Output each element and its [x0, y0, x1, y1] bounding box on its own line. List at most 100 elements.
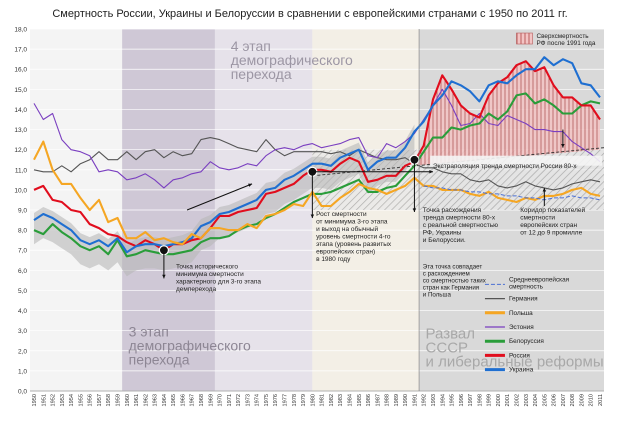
x-tick-label: 2001	[505, 394, 511, 406]
y-tick-label: 4,0	[18, 308, 27, 315]
x-tick-label: 1972	[236, 394, 242, 406]
point-min-note: Точка исторического минимума смертности ха…	[176, 263, 261, 293]
arrow-head	[429, 170, 433, 174]
legend-item: Эстония	[484, 324, 534, 331]
x-tick-label: 1975	[264, 394, 270, 406]
legend-label: Россия	[509, 352, 530, 359]
y-tick-label: 17,0	[14, 47, 27, 54]
x-tick-label: 2007	[561, 394, 567, 406]
arrow-head	[561, 144, 565, 148]
arrow-head	[162, 274, 166, 279]
x-tick-label: 1965	[171, 394, 177, 406]
x-tick-label: 2000	[496, 394, 502, 406]
x-tick-label: 1964	[162, 394, 168, 406]
x-tick-label: 2003	[524, 394, 530, 406]
legend-label: Белоруссия	[509, 338, 544, 345]
x-tick-label: 1986	[366, 394, 372, 406]
x-tick-label: 1982	[329, 394, 335, 406]
x-tick-label: 1953	[60, 394, 66, 406]
x-tick-label: 1981	[320, 394, 326, 406]
x-tick-label: 1961	[134, 394, 140, 406]
legend-label: Среднеевропейская смертность	[509, 275, 570, 290]
x-tick-label: 1951	[41, 394, 47, 406]
y-tick-label: 13,0	[14, 127, 27, 134]
series-line	[33, 140, 601, 246]
x-tick-label: 1970	[218, 394, 224, 406]
x-tick-label: 1999	[487, 394, 493, 406]
excess-legend-swatch	[516, 32, 533, 45]
x-tick-label: 1990	[403, 394, 409, 406]
x-tick-label: 1984	[347, 394, 353, 406]
x-tick-label: 1983	[338, 394, 344, 406]
x-tick-label: 1962	[143, 394, 149, 406]
x-tick-label: 1973	[245, 394, 251, 406]
x-tick-label: 1987	[375, 394, 381, 406]
y-tick-label: 3,0	[18, 328, 27, 335]
y-tick-label: 18,0	[14, 27, 27, 34]
chart-title: Смертность России, Украины и Белоруссии …	[52, 8, 567, 20]
x-tick-label: 1988	[385, 394, 391, 406]
extrapolation-label: Экстраполяция тренда смертности России 8…	[433, 163, 577, 170]
collapse-label: Развал СССР и либеральные реформы	[426, 326, 604, 371]
y-tick-label: 6,0	[18, 268, 27, 275]
series-5	[33, 140, 601, 246]
x-tick-label: 1977	[283, 394, 289, 406]
x-tick-label: 1971	[227, 394, 233, 406]
arrow-head	[412, 208, 417, 213]
arrow-head	[542, 187, 547, 192]
x-tick-label: 1996	[459, 394, 465, 406]
x-tick-label: 2002	[514, 394, 520, 406]
x-tick-label: 1956	[88, 394, 94, 406]
x-tick-label: 1960	[125, 394, 131, 406]
stage3-label: 3 этап демографического перехода	[129, 324, 251, 368]
x-tick-label: 1993	[431, 394, 437, 406]
x-tick-label: 1967	[190, 394, 196, 406]
growth-note: Рост смертности от минимума 3-го этапа и в…	[316, 211, 392, 263]
x-tick-label: 2010	[589, 394, 595, 406]
x-tick-label: 1968	[199, 394, 205, 406]
x-tick-label: 1958	[106, 394, 112, 406]
legend-item: Россия	[484, 352, 530, 359]
legend-label: Эстония	[509, 324, 534, 331]
y-tick-label: 2,0	[18, 348, 27, 355]
x-tick-label: 2008	[570, 394, 576, 406]
x-tick-label: 1998	[477, 394, 483, 406]
stage4-label: 4 этап демографического перехода	[231, 38, 353, 82]
legend-label: Польша	[509, 310, 533, 317]
y-tick-label: 0,0	[18, 389, 27, 396]
x-tick-label: 1978	[292, 394, 298, 406]
series-2	[33, 92, 601, 258]
x-tick-label: 1957	[97, 394, 103, 406]
x-tick-label: 1994	[440, 394, 446, 406]
series-line	[33, 56, 601, 254]
y-tick-label: 16,0	[14, 67, 27, 74]
divergence-note: Точка расхождения тренда смертности 80-х с…	[423, 207, 498, 244]
arrow-head	[248, 183, 253, 187]
extrapolation-label-bg	[430, 155, 602, 166]
x-tick-label: 1950	[32, 394, 38, 406]
x-tick-label: 1995	[450, 394, 456, 406]
y-tick-label: 10,0	[14, 187, 27, 194]
y-tick-label: 14,0	[14, 107, 27, 114]
y-tick-label: 1,0	[18, 368, 27, 375]
x-tick-label: 1992	[422, 394, 428, 406]
x-tick-label: 1989	[394, 394, 400, 406]
y-tick-label: 11,0	[15, 167, 28, 174]
x-tick-label: 2009	[579, 394, 585, 406]
legend-label: Германия	[509, 296, 538, 303]
arrow	[186, 183, 253, 211]
legend-item: Среднеевропейская смертность	[484, 275, 570, 290]
x-tick-label: 1963	[153, 394, 159, 406]
x-tick-label: 1979	[301, 394, 307, 406]
x-tick-label: 1955	[78, 394, 84, 406]
x-tick-label: 2006	[552, 394, 558, 406]
legend-item: Германия	[484, 296, 538, 303]
x-tick-label: 1959	[116, 394, 122, 406]
series-line	[33, 137, 601, 191]
series-0	[33, 137, 601, 191]
x-tick-label: 1974	[255, 394, 261, 406]
x-tick-label: 1997	[468, 394, 474, 406]
x-tick-label: 1976	[273, 394, 279, 406]
y-tick-label: 8,0	[18, 228, 27, 235]
coincidence-note: Эта точка совпадает с расхождением со смер…	[423, 263, 487, 298]
